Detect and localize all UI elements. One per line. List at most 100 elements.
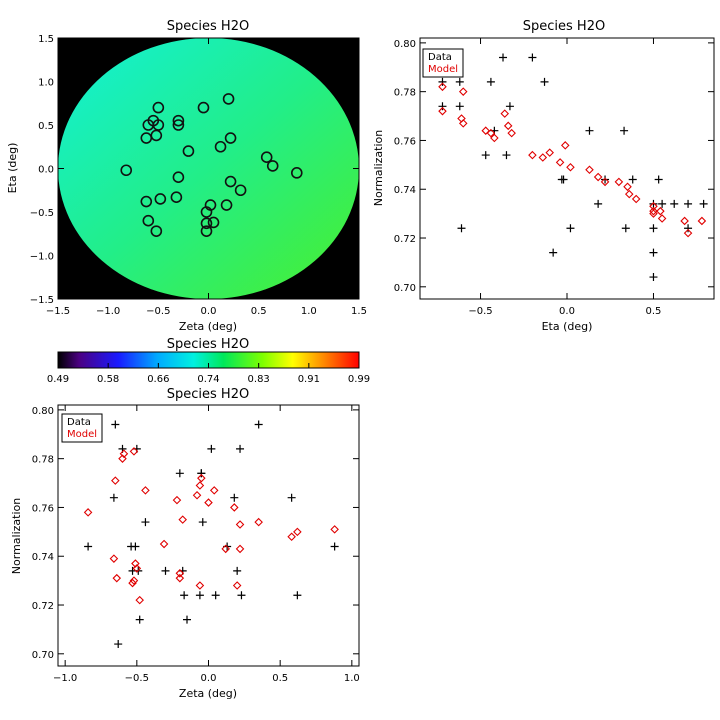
scatter-eta-model-point — [680, 216, 689, 226]
scatter-zeta-data-point — [183, 615, 191, 624]
map-pointing-marker — [170, 191, 183, 204]
map-y-tick-label: −0.5 — [30, 208, 54, 219]
scatter-eta-x-tick-label: 0.0 — [559, 306, 575, 317]
map-pointing-marker — [266, 160, 279, 172]
scatter-zeta-data-point — [109, 493, 118, 502]
colorbar-tick-label: 0.83 — [248, 374, 270, 385]
map-pointing-marker — [120, 164, 133, 177]
map-pointing-marker — [224, 175, 237, 188]
scatter-eta-data-point — [505, 102, 514, 111]
scatter-eta-model-point — [507, 128, 516, 138]
map-y-tick-label: −1.5 — [30, 295, 54, 306]
scatter-eta-data-point — [438, 102, 447, 111]
map-pointing-marker — [200, 217, 213, 230]
scatter-eta-points — [438, 53, 708, 282]
scatter-eta-data-point — [455, 102, 464, 111]
map-pointing-marker — [224, 132, 237, 144]
scatter-eta-data-point — [628, 175, 637, 184]
map-pointing-marker — [200, 206, 213, 218]
map-y-tick-label: 1.0 — [38, 78, 54, 89]
scatter-zeta-model-point — [232, 581, 242, 590]
map-y-tick-label: 1.5 — [38, 34, 54, 45]
scatter-zeta-x-tick-label: 1.0 — [344, 673, 360, 684]
scatter-eta-data-point — [499, 53, 508, 62]
map-pointing-marker — [172, 119, 185, 131]
scatter-eta-model-point — [566, 163, 575, 172]
map-field — [58, 38, 359, 299]
map-y-tick-label: −1.0 — [30, 252, 54, 263]
scatter-zeta-data-point — [135, 615, 144, 624]
scatter-zeta-model-point — [195, 581, 205, 590]
scatter-eta-model-point — [623, 182, 632, 192]
map-title: Species H2O — [167, 19, 249, 34]
scatter-zeta-data-point — [237, 591, 246, 600]
scatter-zeta-data-point — [287, 493, 296, 502]
scatter-eta-model-point — [500, 109, 510, 118]
map-x-tick-label: −0.5 — [146, 306, 170, 317]
map-y-tick-label: 0.5 — [38, 121, 54, 132]
scatter-eta-x-tick-label: 0.5 — [646, 306, 662, 317]
scatter-zeta-data-point — [198, 518, 207, 527]
scatter-eta-y-tick-label: 0.76 — [394, 136, 416, 147]
scatter-eta-model-point — [649, 206, 658, 216]
scatter-eta-model-point — [490, 133, 499, 143]
map-x-label: Zeta (deg) — [179, 320, 237, 333]
scatter-zeta-model-point — [192, 490, 202, 500]
scatter-eta-legend-data: Data — [428, 52, 452, 63]
scatter-eta-model-point — [614, 177, 624, 187]
scatter-eta-data-point — [649, 248, 658, 257]
scatter-eta-model-point — [585, 165, 594, 174]
scatter-eta-data-point — [559, 175, 568, 184]
scatter-eta-data-point — [654, 175, 663, 184]
map-x-tick-label: −1.5 — [46, 306, 70, 317]
scatter-eta-data-point — [601, 175, 610, 184]
scatter-zeta-model-point — [254, 517, 263, 527]
scatter-zeta-y-ticks: 0.70 0.72 0.74 0.76 0.78 0.80 — [32, 406, 359, 661]
scatter-eta-model-point — [649, 209, 658, 218]
map-x-tick-label: 0.0 — [201, 306, 217, 317]
scatter-eta-x-ticks: −0.5 0.0 0.5 — [468, 38, 661, 317]
map-y-ticks: −1.5 −1.0 −0.5 0.0 0.5 1.0 1.5 — [30, 34, 359, 306]
scatter-zeta-points — [83, 420, 339, 649]
scatter-zeta-data-point — [114, 640, 123, 649]
scatter-zeta-model-point — [135, 595, 144, 605]
map-x-tick-label: −1.0 — [96, 306, 120, 317]
scatter-eta-data-point — [502, 151, 511, 160]
map-pointing-marker — [172, 171, 185, 183]
scatter-eta-data-point — [699, 199, 708, 208]
scatter-eta-data-point — [621, 224, 630, 233]
scatter-eta-model-point — [697, 216, 707, 226]
scatter-zeta-model-point — [118, 454, 127, 463]
scatter-zeta-model-point — [83, 508, 93, 517]
map-pointing-marker — [150, 129, 163, 142]
scatter-eta-y-tick-label: 0.70 — [394, 283, 416, 294]
scatter-zeta-data-point — [175, 469, 184, 478]
scatter-zeta-model-point — [195, 481, 205, 490]
map-pointing-marker — [197, 101, 210, 114]
scatter-zeta-x-tick-label: 0.5 — [272, 673, 288, 684]
scatter-eta-data-point — [438, 77, 447, 86]
scatter-zeta-y-tick-label: 0.70 — [32, 650, 54, 661]
scatter-zeta-data-point — [230, 493, 239, 502]
scatter-eta-data-point — [649, 273, 658, 282]
scatter-zeta-model-point — [235, 520, 245, 529]
map-pointing-marker — [200, 225, 213, 237]
scatter-zeta-model-point — [175, 573, 185, 583]
map-x-tick-label: 1.0 — [301, 306, 317, 317]
scatter-zeta-model-point — [129, 576, 139, 585]
scatter-zeta-data-point — [180, 591, 189, 600]
scatter-zeta-frame — [57, 404, 360, 667]
scatter-eta-data-point — [670, 199, 679, 208]
scatter-zeta-y-label: Normalization — [10, 498, 23, 574]
scatter-eta-model-point — [438, 106, 447, 116]
scatter-zeta-data-point — [207, 444, 216, 453]
scatter-zeta-data-point — [111, 420, 120, 429]
scatter-zeta-legend: Data Model — [61, 413, 103, 443]
map-pointing-marker — [220, 199, 233, 211]
scatter-zeta-panel: Species H2O −1.0 −0.5 0.0 0.5 1.0 0.700.720.… — [10, 387, 360, 700]
scatter-zeta-model-point — [128, 578, 137, 588]
scatter-eta-data-point — [566, 224, 575, 233]
scatter-zeta-x-label: Zeta (deg) — [179, 687, 237, 700]
scatter-zeta-data-point — [236, 444, 245, 453]
scatter-zeta-model-point — [235, 544, 245, 554]
